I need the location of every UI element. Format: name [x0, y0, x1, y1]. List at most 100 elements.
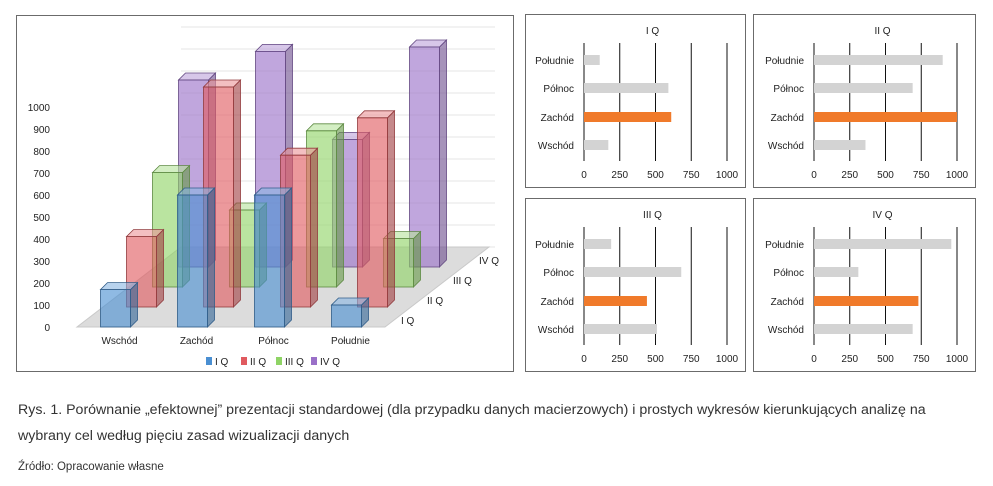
bar-iq-wschód: [99, 281, 139, 328]
y-category-label: Południe: [765, 56, 804, 67]
main-3d-chart-panel: 0 100 200 300 400 500 600 700 800 900 1000 Wschód Za…: [16, 15, 514, 372]
y-tick-label: 1000: [28, 103, 51, 114]
bar-północ: [584, 83, 669, 93]
bar-zachód: [814, 112, 957, 122]
bar-iq-północ: [253, 187, 293, 328]
x-tick-label: 750: [683, 170, 700, 181]
bar-zachód: [584, 112, 672, 122]
bar-top-face: [99, 282, 139, 291]
main-3d-chart: 0 100 200 300 400 500 600 700 800 900 1000 Wschód Za…: [28, 26, 499, 368]
legend-label: IV Q: [320, 357, 340, 368]
bar-top-face: [408, 39, 448, 48]
bar-side-face: [207, 187, 215, 328]
bar-side-face: [156, 228, 164, 308]
bar-side-face: [413, 230, 421, 288]
x-category-label: Południe: [331, 336, 370, 347]
bar-side-face: [130, 281, 138, 328]
bar-front-face: [409, 46, 440, 268]
y-category-label: Zachód: [541, 113, 574, 124]
quarter-chart-panel-2: II Q 0 250 500 750 1000 Południe Północ Zachód Ws…: [753, 14, 976, 188]
y-category-label: Zachód: [541, 297, 574, 308]
bar-top-face: [125, 229, 165, 238]
bar-iiq-południe: [356, 109, 396, 308]
legend-swatch: [241, 357, 247, 365]
y-category-label: Zachód: [771, 297, 804, 308]
bar-side-face: [439, 39, 447, 268]
x-tick-label: 0: [581, 354, 587, 365]
figure-source: Źródło: Opracowanie własne: [18, 461, 164, 473]
x-tick-label: 750: [913, 354, 930, 365]
bar-południe: [584, 239, 612, 249]
x-tick-label: 250: [841, 170, 858, 181]
x-category-label: Zachód: [180, 336, 213, 347]
y-category-label: Wschód: [768, 141, 804, 152]
bar-side-face: [284, 187, 292, 328]
x-tick-label: 250: [611, 170, 628, 181]
depth-axis-label: II Q: [427, 296, 443, 307]
bar-południe: [814, 239, 952, 249]
chart-title: IV Q: [872, 210, 892, 221]
bar-top-face: [202, 79, 242, 88]
bar-top-face: [253, 187, 293, 196]
bar-top-face: [279, 147, 319, 156]
bar-zachód: [584, 296, 647, 306]
y-tick-label: 300: [33, 257, 50, 268]
bar-side-face: [387, 109, 395, 308]
y-category-label: Północ: [773, 84, 804, 95]
x-tick-label: 1000: [946, 170, 969, 181]
bar-top-face: [151, 165, 191, 174]
bar-top-face: [330, 297, 370, 306]
bar-front-face: [254, 194, 285, 328]
bar-front-face: [126, 236, 157, 308]
bar-północ: [814, 83, 913, 93]
x-tick-label: 0: [581, 170, 587, 181]
y-category-label: Południe: [535, 56, 574, 67]
x-tick-label: 1000: [716, 170, 739, 181]
bar-side-face: [310, 147, 318, 308]
quarter-chart-panel-3: III Q 0 250 500 750 1000 Południe Północ Zachód W…: [525, 198, 746, 372]
bar-iq-południe: [330, 297, 370, 328]
legend-swatch: [206, 357, 212, 365]
bar-północ: [814, 267, 859, 277]
y-tick-label: 700: [33, 169, 50, 180]
bar-front-face: [177, 194, 208, 328]
quarter-chart-panel-1: I Q 0 250 500 750 1000 Południe Północ Zachód Wsc…: [525, 14, 746, 188]
quarter-chart-4: IV Q 0 250 500 750 1000 Południe Północ Zachód Ws…: [765, 210, 968, 365]
y-tick-label: 900: [33, 125, 50, 136]
x-tick-label: 0: [811, 170, 817, 181]
y-tick-label: 600: [33, 191, 50, 202]
bar-wschód: [814, 324, 913, 334]
y-tick-label: 100: [33, 301, 50, 312]
x-tick-label: 750: [913, 170, 930, 181]
quarter-chart-panel-4: IV Q 0 250 500 750 1000 Południe Północ Zachód Ws…: [753, 198, 976, 372]
bar-wschód: [814, 140, 866, 150]
x-category-label: Wschód: [101, 336, 137, 347]
bar-ivq-południe: [408, 39, 448, 268]
x-tick-label: 500: [877, 354, 894, 365]
bar-side-face: [233, 79, 241, 308]
y-tick-label: 0: [44, 323, 50, 334]
y-category-label: Północ: [773, 268, 804, 279]
legend-label: III Q: [285, 357, 304, 368]
chart-title: III Q: [643, 210, 662, 221]
legend-swatch: [276, 357, 282, 365]
chart-title: I Q: [646, 26, 660, 37]
quarter-chart-2: II Q 0 250 500 750 1000 Południe Północ Zachód Ws…: [765, 26, 969, 181]
x-tick-label: 500: [877, 170, 894, 181]
bar-południe: [814, 55, 943, 65]
bar-zachód: [814, 296, 919, 306]
bar-top-face: [177, 72, 217, 81]
x-tick-label: 1000: [716, 354, 739, 365]
x-tick-label: 750: [683, 354, 700, 365]
bar-północ: [584, 267, 682, 277]
depth-axis-label: III Q: [453, 276, 472, 287]
y-category-label: Wschód: [538, 325, 574, 336]
x-tick-label: 0: [811, 354, 817, 365]
bar-front-face: [331, 304, 362, 328]
bar-front-face: [357, 117, 388, 308]
depth-axis-label: I Q: [401, 316, 415, 327]
bar-top-face: [356, 110, 396, 119]
x-category-label: Północ: [258, 336, 289, 347]
legend-label: II Q: [250, 357, 266, 368]
x-tick-label: 500: [647, 170, 664, 181]
